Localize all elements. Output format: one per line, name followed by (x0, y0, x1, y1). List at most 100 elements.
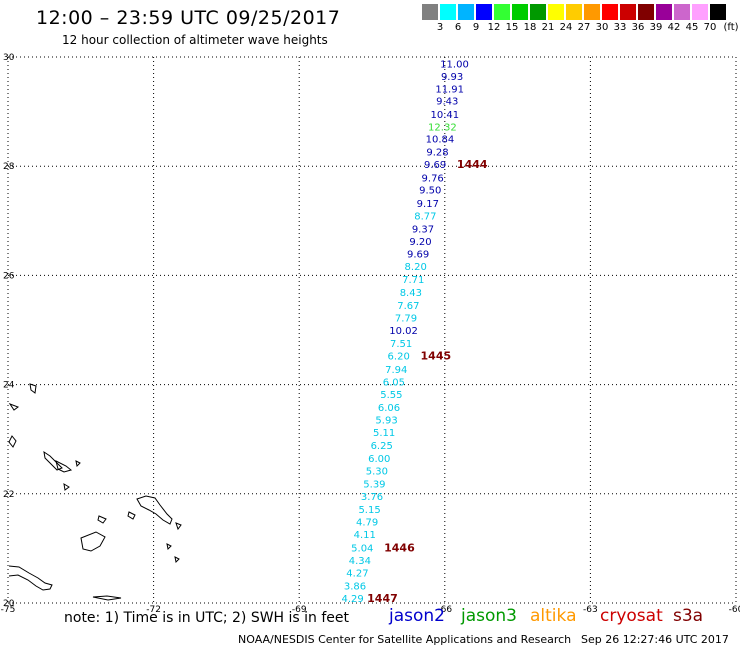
wave-height-label: 4.11 (354, 530, 376, 541)
wave-height-label: 5.30 (366, 466, 388, 477)
landmass-hispaniola-south (92, 595, 122, 601)
wave-height-color-scale: 3 6 9 12 15 18 21 24 27 30 33 36 39 42 45 70 (ft) (422, 4, 739, 38)
lon-tick-label: -72 (146, 605, 161, 615)
graticule (7, 56, 737, 604)
scale-label: 36 (631, 22, 645, 33)
wave-height-label: 4.79 (356, 518, 378, 529)
scale-label: 70 (703, 22, 717, 33)
lat-tick-label: 22 (3, 490, 14, 500)
landmass-inagua (80, 531, 106, 552)
wave-height-label: 5.39 (363, 479, 385, 490)
scale-swatch (494, 4, 510, 20)
lon-tick-label: -66 (437, 605, 452, 615)
wave-height-label: 10.02 (389, 326, 418, 337)
scale-swatch (476, 4, 492, 20)
scale-label: 6 (454, 22, 462, 33)
wave-height-label: 7.67 (397, 301, 419, 312)
lon-tick-label: -60 (729, 605, 740, 615)
map-subtitle: 12 hour collection of altimeter wave hei… (62, 33, 328, 47)
wave-height-label: 4.34 (349, 556, 371, 567)
scale-label: 9 (472, 22, 480, 33)
scale-swatch (584, 4, 600, 20)
lon-tick-label: -69 (292, 605, 307, 615)
scale-swatch (512, 4, 528, 20)
lon-tick-label: -75 (1, 605, 16, 615)
wave-height-label: 4.29 (341, 594, 363, 605)
wave-height-label: 9.20 (409, 237, 431, 248)
footer-note: note: 1) Time is in UTC; 2) SWH is in fe… (64, 610, 350, 626)
satellite-legend-jason3: jason3 (461, 606, 517, 626)
pass-time-label: 1447 (367, 592, 398, 605)
wave-height-label: 11.91 (435, 85, 464, 96)
wave-height-label: 9.43 (436, 97, 458, 108)
landmass-islet-c (175, 522, 182, 531)
pass-time-label: 1445 (421, 350, 452, 363)
landmass-islet-d (166, 543, 172, 551)
pass-time-label: 1444 (457, 158, 488, 171)
landmass-islet-b (63, 483, 70, 491)
scale-label: 12 (487, 22, 501, 33)
landmass-andros (8, 435, 17, 448)
scale-label: 45 (685, 22, 699, 33)
scale-label: 30 (595, 22, 609, 33)
landmass-exuma (43, 450, 63, 471)
wave-height-label: 5.11 (373, 428, 395, 439)
scale-swatch (530, 4, 546, 20)
wave-height-label: 7.71 (402, 275, 424, 286)
landmass-islet-a (75, 460, 81, 468)
lon-tick-label: -63 (583, 605, 598, 615)
scale-swatch (566, 4, 582, 20)
landmass-islet-e (174, 556, 180, 564)
wave-height-label: 10.41 (430, 110, 459, 121)
landmass-eleuthera (8, 402, 20, 411)
wave-height-label: 6.00 (368, 454, 390, 465)
wave-height-label: 10.84 (426, 134, 455, 145)
wave-height-label: 9.69 (407, 250, 429, 261)
wave-height-label: 6.06 (378, 403, 400, 414)
scale-label: 42 (667, 22, 681, 33)
wave-height-label: 5.93 (375, 416, 397, 427)
pass-time-labels: 1444 1445 1446 1447 (367, 158, 488, 605)
wave-height-label: 6.05 (383, 377, 405, 388)
scale-label: 3 (436, 22, 444, 33)
landmass-mayaguana (97, 515, 107, 524)
wave-height-label: 4.27 (346, 568, 368, 579)
lat-tick-label: 20 (3, 599, 15, 609)
scale-swatch (692, 4, 708, 20)
scale-swatch (620, 4, 636, 20)
wave-height-label: 9.76 (422, 174, 444, 185)
wave-height-label: 8.77 (414, 211, 436, 222)
wave-height-label: 5.04 (351, 543, 373, 554)
scale-swatch (674, 4, 690, 20)
satellite-legend-cryosat: cryosat (600, 606, 663, 626)
scale-label: 33 (613, 22, 627, 33)
landmass-long-island (55, 460, 73, 473)
wave-height-label: 9.37 (412, 224, 434, 235)
map-title: 12:00 – 23:59 UTC 09/25/2017 (36, 7, 341, 29)
lat-tick-label: 30 (3, 53, 15, 63)
bahamas-coastline (8, 383, 182, 601)
scale-label: 39 (649, 22, 663, 33)
scale-label: 21 (541, 22, 555, 33)
scale-swatch (548, 4, 564, 20)
scale-label: 27 (577, 22, 591, 33)
lat-tick-label: 28 (3, 162, 15, 172)
wave-height-label: 6.20 (388, 352, 410, 363)
scale-swatch (656, 4, 672, 20)
wave-height-label: 8.20 (405, 262, 427, 273)
wave-height-label: 7.51 (390, 339, 412, 350)
scale-swatch (440, 4, 456, 20)
wave-height-label: 9.69 (424, 160, 446, 171)
scale-unit: (ft) (723, 22, 739, 33)
generation-timestamp: Sep 26 12:27:46 UTC 2017 (581, 633, 729, 646)
wave-height-label: 8.43 (400, 288, 422, 299)
scale-swatch (458, 4, 474, 20)
scale-swatch (638, 4, 654, 20)
wave-height-label: 3.76 (361, 492, 383, 503)
satellite-legend-s3a: s3a (673, 606, 704, 626)
scale-label: 18 (523, 22, 537, 33)
axis-labels: -75 -72 -69 -66 -63 -60 20 22 24 26 28 30 (1, 53, 740, 615)
landmass-abaco (29, 383, 37, 394)
